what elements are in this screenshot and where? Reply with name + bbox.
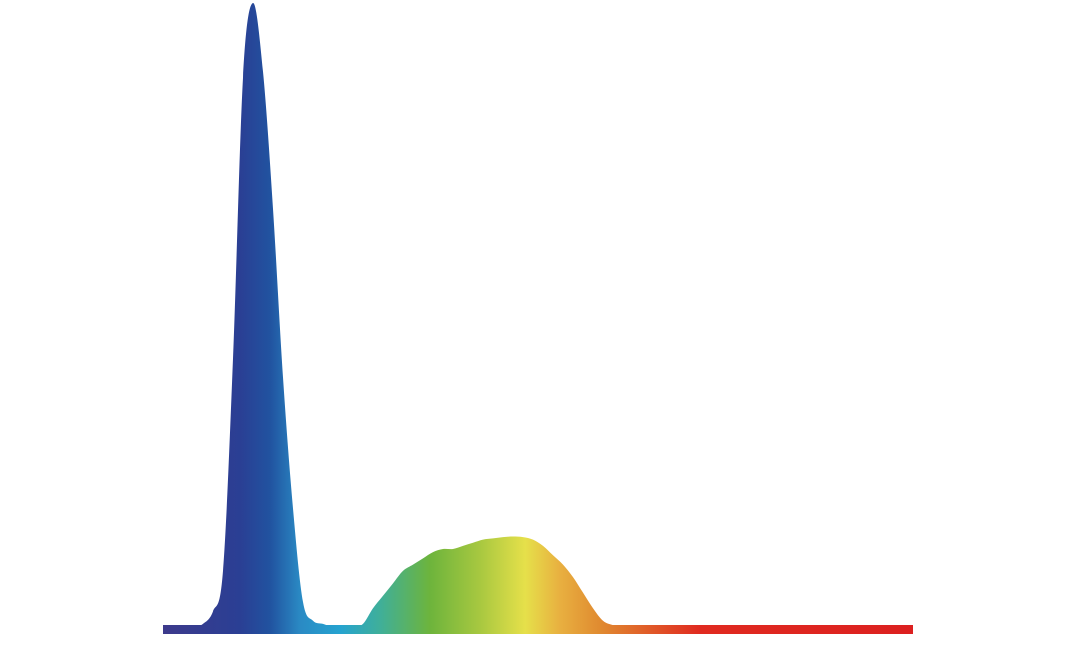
spectrum-area (163, 2, 913, 629)
spectrum-baseline (163, 625, 913, 634)
